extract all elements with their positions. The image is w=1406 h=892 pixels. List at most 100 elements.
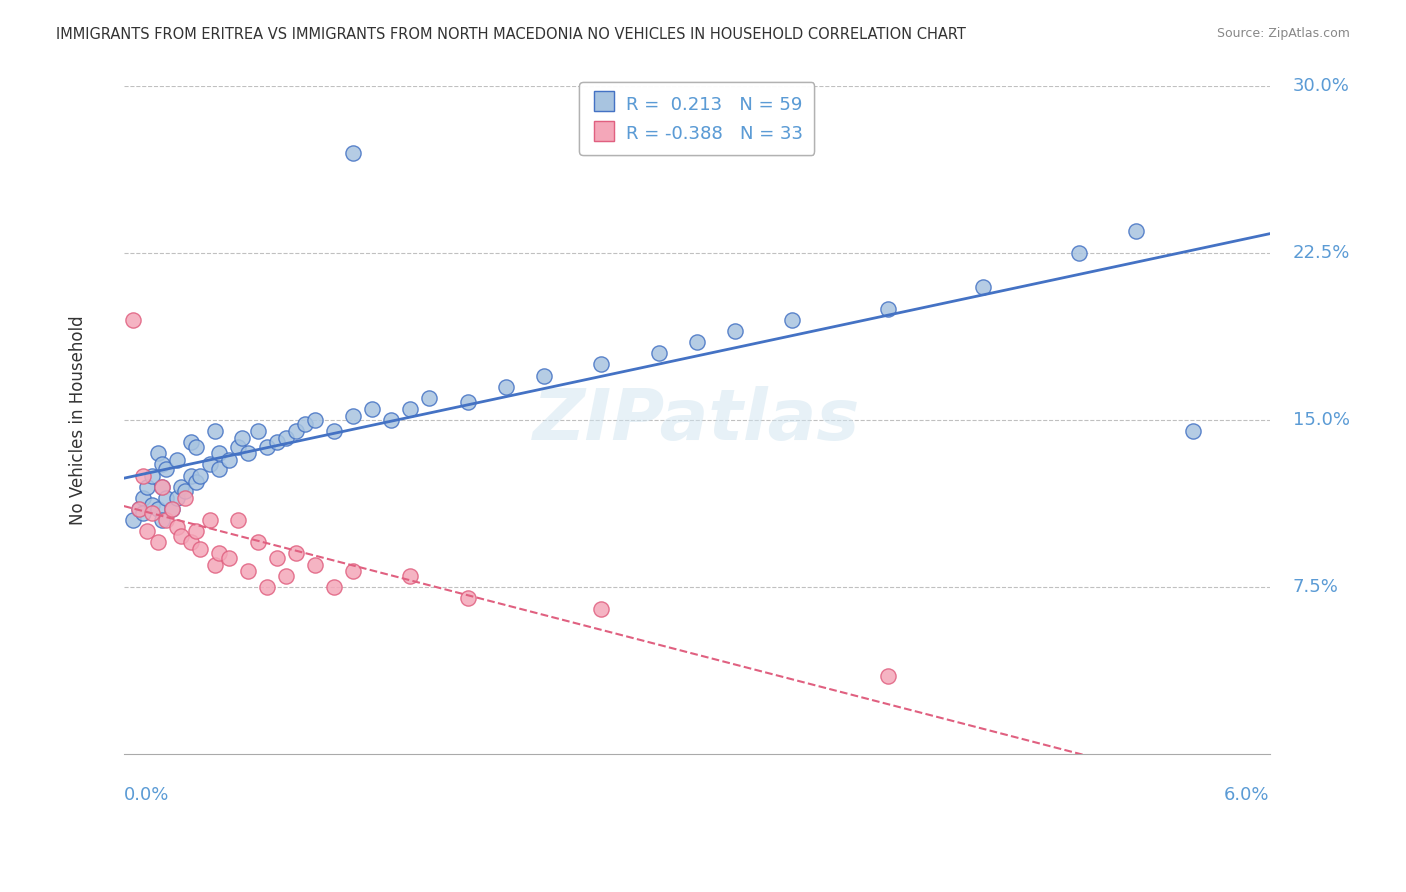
Point: [876, 301, 898, 316]
Point: [132, 491, 155, 505]
Point: [876, 669, 898, 683]
Point: [204, 558, 226, 572]
Point: [647, 346, 669, 360]
Point: [294, 417, 316, 432]
Point: [361, 401, 384, 416]
Text: IMMIGRANTS FROM ERITREA VS IMMIGRANTS FROM NORTH MACEDONIA NO VEHICLES IN HOUSEH: IMMIGRANTS FROM ERITREA VS IMMIGRANTS FR…: [56, 27, 966, 42]
Point: [228, 513, 250, 527]
Point: [174, 491, 197, 505]
Point: [208, 462, 231, 476]
Point: [218, 453, 240, 467]
Point: [141, 468, 163, 483]
Point: [533, 368, 555, 383]
Text: 22.5%: 22.5%: [1292, 244, 1350, 262]
Point: [132, 468, 155, 483]
Text: 30.0%: 30.0%: [1292, 78, 1350, 95]
Text: 15.0%: 15.0%: [1292, 411, 1350, 429]
Point: [170, 480, 193, 494]
Point: [141, 507, 163, 521]
Point: [342, 146, 364, 161]
Point: [180, 535, 202, 549]
Point: [128, 502, 150, 516]
Point: [128, 502, 150, 516]
Point: [322, 424, 344, 438]
Text: ZIPatlas: ZIPatlas: [533, 385, 860, 455]
Point: [380, 413, 402, 427]
Point: [208, 446, 231, 460]
Point: [342, 409, 364, 423]
Point: [304, 558, 326, 572]
Point: [155, 462, 177, 476]
Point: [170, 528, 193, 542]
Point: [495, 379, 517, 393]
Point: [236, 564, 259, 578]
Point: [180, 435, 202, 450]
Point: [256, 440, 278, 454]
Legend: R =  0.213   N = 59, R = -0.388   N = 33: R = 0.213 N = 59, R = -0.388 N = 33: [579, 82, 814, 155]
Point: [236, 446, 259, 460]
Point: [276, 431, 298, 445]
Point: [322, 580, 344, 594]
Point: [1182, 424, 1205, 438]
Point: [218, 550, 240, 565]
Point: [228, 440, 250, 454]
Point: [418, 391, 440, 405]
Point: [148, 535, 170, 549]
Text: No Vehicles in Household: No Vehicles in Household: [69, 315, 87, 524]
Point: [246, 535, 269, 549]
Point: [122, 513, 145, 527]
Point: [160, 502, 183, 516]
Point: [132, 507, 155, 521]
Point: [135, 524, 157, 539]
Point: [591, 602, 613, 616]
Point: [399, 568, 422, 582]
Point: [180, 468, 202, 483]
Point: [155, 491, 177, 505]
Point: [231, 431, 253, 445]
Point: [141, 498, 163, 512]
Point: [186, 440, 208, 454]
Point: [342, 564, 364, 578]
Point: [166, 520, 188, 534]
Point: [122, 313, 145, 327]
Text: 6.0%: 6.0%: [1225, 786, 1270, 805]
Point: [150, 480, 173, 494]
Point: [686, 335, 709, 350]
Point: [304, 413, 326, 427]
Point: [204, 424, 226, 438]
Point: [399, 401, 422, 416]
Point: [148, 446, 170, 460]
Point: [166, 491, 188, 505]
Text: 7.5%: 7.5%: [1292, 578, 1339, 596]
Point: [148, 502, 170, 516]
Point: [1067, 246, 1090, 260]
Point: [276, 568, 298, 582]
Point: [188, 541, 211, 556]
Point: [150, 480, 173, 494]
Point: [284, 546, 307, 560]
Point: [457, 591, 479, 605]
Point: [972, 279, 994, 293]
Point: [591, 358, 613, 372]
Point: [135, 480, 157, 494]
Point: [155, 513, 177, 527]
Point: [150, 513, 173, 527]
Point: [198, 458, 221, 472]
Point: [166, 453, 188, 467]
Point: [284, 424, 307, 438]
Text: 0.0%: 0.0%: [124, 786, 169, 805]
Point: [188, 468, 211, 483]
Point: [174, 484, 197, 499]
Point: [256, 580, 278, 594]
Text: Source: ZipAtlas.com: Source: ZipAtlas.com: [1216, 27, 1350, 40]
Point: [1125, 224, 1147, 238]
Point: [457, 395, 479, 409]
Point: [186, 524, 208, 539]
Point: [150, 458, 173, 472]
Point: [266, 435, 288, 450]
Point: [208, 546, 231, 560]
Point: [266, 550, 288, 565]
Point: [246, 424, 269, 438]
Point: [724, 324, 747, 338]
Point: [780, 313, 803, 327]
